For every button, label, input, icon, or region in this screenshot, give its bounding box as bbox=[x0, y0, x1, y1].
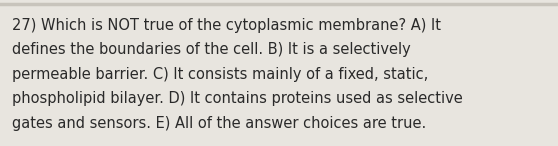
Text: gates and sensors. E) All of the answer choices are true.: gates and sensors. E) All of the answer … bbox=[12, 116, 426, 131]
Text: permeable barrier. C) It consists mainly of a fixed, static,: permeable barrier. C) It consists mainly… bbox=[12, 67, 429, 82]
Text: phospholipid bilayer. D) It contains proteins used as selective: phospholipid bilayer. D) It contains pro… bbox=[12, 91, 463, 106]
Text: 27) Which is NOT true of the cytoplasmic membrane? A) It: 27) Which is NOT true of the cytoplasmic… bbox=[12, 18, 441, 33]
Text: defines the boundaries of the cell. B) It is a selectively: defines the boundaries of the cell. B) I… bbox=[12, 42, 411, 57]
